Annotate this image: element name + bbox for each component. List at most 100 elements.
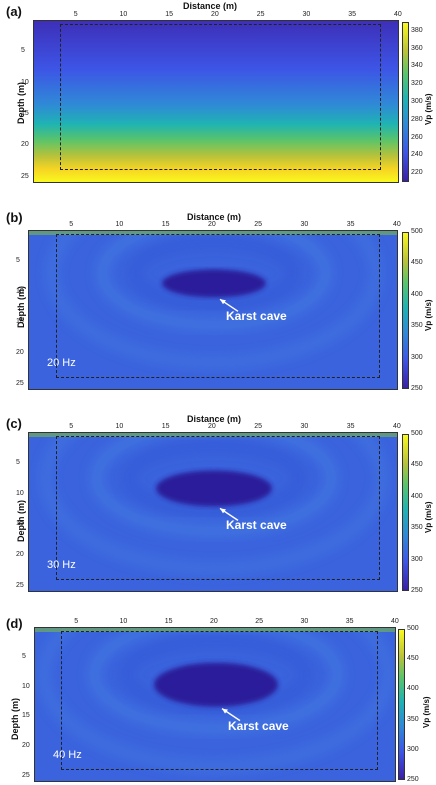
x-tick-label: 40: [393, 221, 401, 228]
velocity-heatmap: Karst cave 40 Hz: [34, 627, 396, 782]
x-axis-label: Distance (m): [182, 1, 237, 11]
x-tick-label: 25: [254, 221, 263, 228]
colorbar-tick-label: 280: [411, 115, 423, 123]
near-surface-noise: [35, 628, 395, 632]
colorbar-tick-label: 450: [411, 461, 423, 469]
x-tick-label: 25: [254, 423, 263, 430]
velocity-heatmap: [33, 20, 399, 183]
velocity-artefact-ring: [89, 628, 343, 734]
y-tick-label: 15: [16, 318, 24, 326]
colorbar-tick-label: 250: [411, 385, 423, 392]
karst-cave-anomaly: [162, 269, 266, 298]
velocity-artefact-ring: [121, 636, 311, 713]
colorbar-tick-label: 360: [411, 44, 423, 52]
panel-label: (d): [6, 616, 23, 631]
colorbar-tick-label: 500: [411, 430, 423, 437]
x-tick-label: 30: [300, 423, 309, 430]
colorbar-tick-label: 380: [411, 26, 423, 34]
y-tick-label: 25: [21, 172, 29, 180]
y-tick-label: 5: [16, 458, 20, 466]
y-tick-label: 15: [16, 520, 24, 528]
x-tick-label: 30: [300, 618, 309, 625]
colorbar-tick-label: 500: [411, 228, 423, 235]
panel-label: (c): [6, 416, 22, 431]
panel-label: (a): [6, 4, 22, 19]
velocity-field: [29, 231, 397, 368]
x-axis-label: Distance (m): [186, 212, 241, 222]
x-tick-label: 20: [208, 423, 216, 430]
x-tick-label: 20: [211, 11, 219, 18]
colorbar-tick-label: 260: [411, 133, 423, 141]
y-tick-label: 20: [22, 742, 30, 750]
panel-b: (b) Distance (m) Depth (m) Karst cave 20 …: [0, 204, 436, 394]
x-tick-label: 15: [161, 221, 170, 228]
frequency-label: 40 Hz: [53, 749, 82, 761]
y-tick-label: 10: [16, 287, 24, 295]
inversion-region-box: [55, 436, 380, 580]
colorbar-tick-label: 320: [411, 80, 423, 88]
frequency-label: 20 Hz: [47, 357, 76, 369]
velocity-field: [35, 628, 395, 772]
annotation-arrow: [219, 507, 239, 521]
panel-d: (d) Depth (m) Karst cave 40 Hz Vp (m/s) 5…: [0, 604, 436, 785]
colorbar-tick-label: 300: [411, 353, 423, 361]
colorbar-tick-label: 450: [411, 259, 423, 267]
x-tick-label: 5: [69, 423, 74, 430]
x-tick-label: 10: [119, 618, 128, 625]
colorbar-label: Vp (m/s): [424, 501, 433, 533]
colorbar-tick-label: 250: [407, 776, 419, 783]
near-surface-noise: [29, 433, 397, 437]
colorbar-tick-label: 340: [411, 62, 423, 70]
x-axis-label: Distance (m): [186, 414, 241, 424]
colorbar-tick-label: 400: [411, 492, 423, 500]
colorbar-label: Vp (m/s): [424, 299, 433, 331]
colorbar-tick-label: 300: [407, 745, 419, 753]
x-tick-label: 35: [346, 221, 355, 228]
colorbar: [402, 434, 409, 591]
colorbar-tick-label: 400: [407, 685, 419, 693]
x-tick-label: 35: [345, 618, 354, 625]
x-tick-label: 5: [74, 618, 79, 625]
velocity-field: [29, 433, 397, 574]
colorbar: [402, 232, 409, 389]
x-tick-label: 25: [255, 618, 264, 625]
x-tick-label: 10: [119, 11, 128, 18]
colorbar: [398, 629, 405, 780]
velocity-artefact-ring: [123, 441, 305, 516]
karst-cave-anomaly: [154, 662, 278, 707]
panel-a: (a) Distance (m) Depth (m) Vp (m/s) 5 10 1…: [0, 0, 436, 190]
x-tick-label: 15: [165, 11, 174, 18]
y-tick-label: 25: [16, 379, 24, 387]
karst-cave-annotation: Karst cave: [228, 718, 289, 733]
colorbar: [402, 22, 409, 182]
x-tick-label: 35: [348, 11, 357, 18]
colorbar-tick-label: 350: [407, 715, 419, 723]
y-tick-label: 5: [21, 47, 25, 55]
y-tick-label: 10: [22, 682, 30, 690]
x-tick-label: 30: [302, 11, 311, 18]
near-surface-noise: [29, 231, 397, 235]
velocity-artefact-ring: [47, 231, 381, 368]
velocity-artefact-ring: [97, 231, 331, 330]
karst-cave-anomaly: [156, 470, 272, 507]
velocity-heatmap: Karst cave 20 Hz: [28, 230, 398, 390]
colorbar-tick-label: 350: [411, 524, 423, 532]
velocity-artefact-ring: [129, 237, 299, 310]
y-tick-label: 20: [21, 141, 29, 149]
karst-cave-annotation: Karst cave: [226, 518, 287, 533]
colorbar-label: Vp (m/s): [422, 696, 431, 728]
x-tick-label: 15: [161, 423, 170, 430]
x-tick-label: 40: [391, 618, 399, 625]
y-tick-label: 15: [21, 110, 29, 118]
annotation-arrow: [221, 708, 241, 722]
velocity-artefact-ring: [41, 433, 387, 574]
colorbar-tick-label: 250: [411, 587, 423, 594]
inversion-region-box: [61, 631, 378, 771]
karst-cave-annotation: Karst cave: [226, 309, 287, 324]
velocity-artefact-ring: [91, 433, 337, 537]
x-tick-label: 10: [115, 221, 124, 228]
y-tick-label: 5: [22, 652, 26, 660]
colorbar-tick-label: 300: [411, 555, 423, 563]
inversion-region-box: [60, 24, 381, 171]
annotation-arrow: [219, 298, 239, 312]
